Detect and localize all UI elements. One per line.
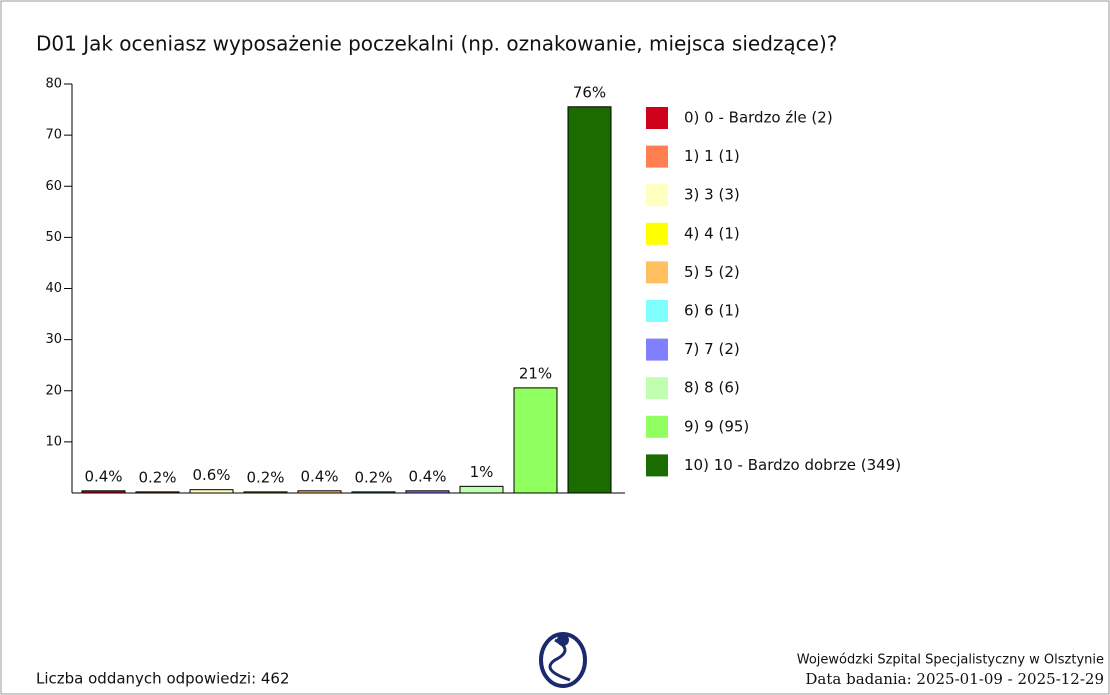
legend-swatch: [646, 454, 668, 477]
bar: [567, 106, 612, 494]
legend-swatch: [646, 222, 668, 245]
bar: [351, 491, 396, 494]
y-tick-label: 10: [45, 434, 62, 449]
legend-label: 3) 3 (3): [684, 186, 740, 204]
bar: [81, 490, 126, 494]
value-label: 1%: [470, 463, 494, 481]
logo: [539, 632, 587, 688]
legend-swatch: [646, 300, 668, 322]
y-tick-label: 30: [45, 332, 62, 347]
y-tick-label: 40: [45, 281, 62, 296]
responses-count: Liczba oddanych odpowiedzi: 462: [36, 670, 290, 688]
institution: Wojewódzki Szpital Specjalistyczny w Ols…: [797, 653, 1104, 668]
bar: [459, 485, 504, 494]
y-tick-label: 60: [45, 179, 62, 194]
legend-swatch: [646, 415, 668, 438]
legend-label: 6) 6 (1): [684, 302, 740, 320]
legend-label: 1) 1 (1): [684, 147, 740, 165]
value-label: 0.2%: [354, 468, 392, 486]
legend-swatch: [646, 107, 668, 129]
legend-label: 4) 4 (1): [684, 224, 740, 242]
legend-label: 7) 7 (2): [684, 340, 740, 358]
legend-label: 0) 0 - Bardzo źle (2): [684, 109, 833, 127]
value-label: 0.4%: [84, 467, 122, 485]
legend-swatch: [646, 377, 668, 400]
legend-swatch: [646, 261, 668, 284]
bar: [243, 491, 288, 494]
bar: [135, 491, 180, 494]
bar: [513, 387, 558, 494]
legend-label: 5) 5 (2): [684, 263, 740, 281]
y-tick-label: 80: [45, 77, 62, 92]
bar: [405, 490, 450, 494]
legend-label: 9) 9 (95): [684, 417, 749, 435]
survey-date: Data badania: 2025-01-09 - 2025-12-29: [805, 670, 1104, 688]
legend-label: 10) 10 - Bardzo dobrze (349): [684, 456, 901, 474]
value-label: 0.4%: [300, 467, 338, 485]
value-label: 0.4%: [408, 467, 446, 485]
y-tick-label: 70: [45, 128, 62, 143]
value-label: 21%: [519, 364, 552, 382]
y-tick-label: 50: [45, 230, 62, 245]
value-label: 0.2%: [246, 468, 284, 486]
legend-swatch: [646, 145, 668, 168]
chart-title: D01 Jak oceniasz wyposażenie poczekalni …: [36, 32, 837, 56]
legend-swatch: [646, 184, 668, 207]
value-label: 76%: [573, 83, 606, 101]
bar: [297, 490, 342, 494]
value-label: 0.2%: [138, 468, 176, 486]
legend-swatch: [646, 338, 668, 361]
value-label: 0.6%: [192, 466, 230, 484]
legend-label: 8) 8 (6): [684, 379, 740, 397]
bar: [189, 489, 234, 494]
y-tick-label: 20: [45, 383, 62, 398]
